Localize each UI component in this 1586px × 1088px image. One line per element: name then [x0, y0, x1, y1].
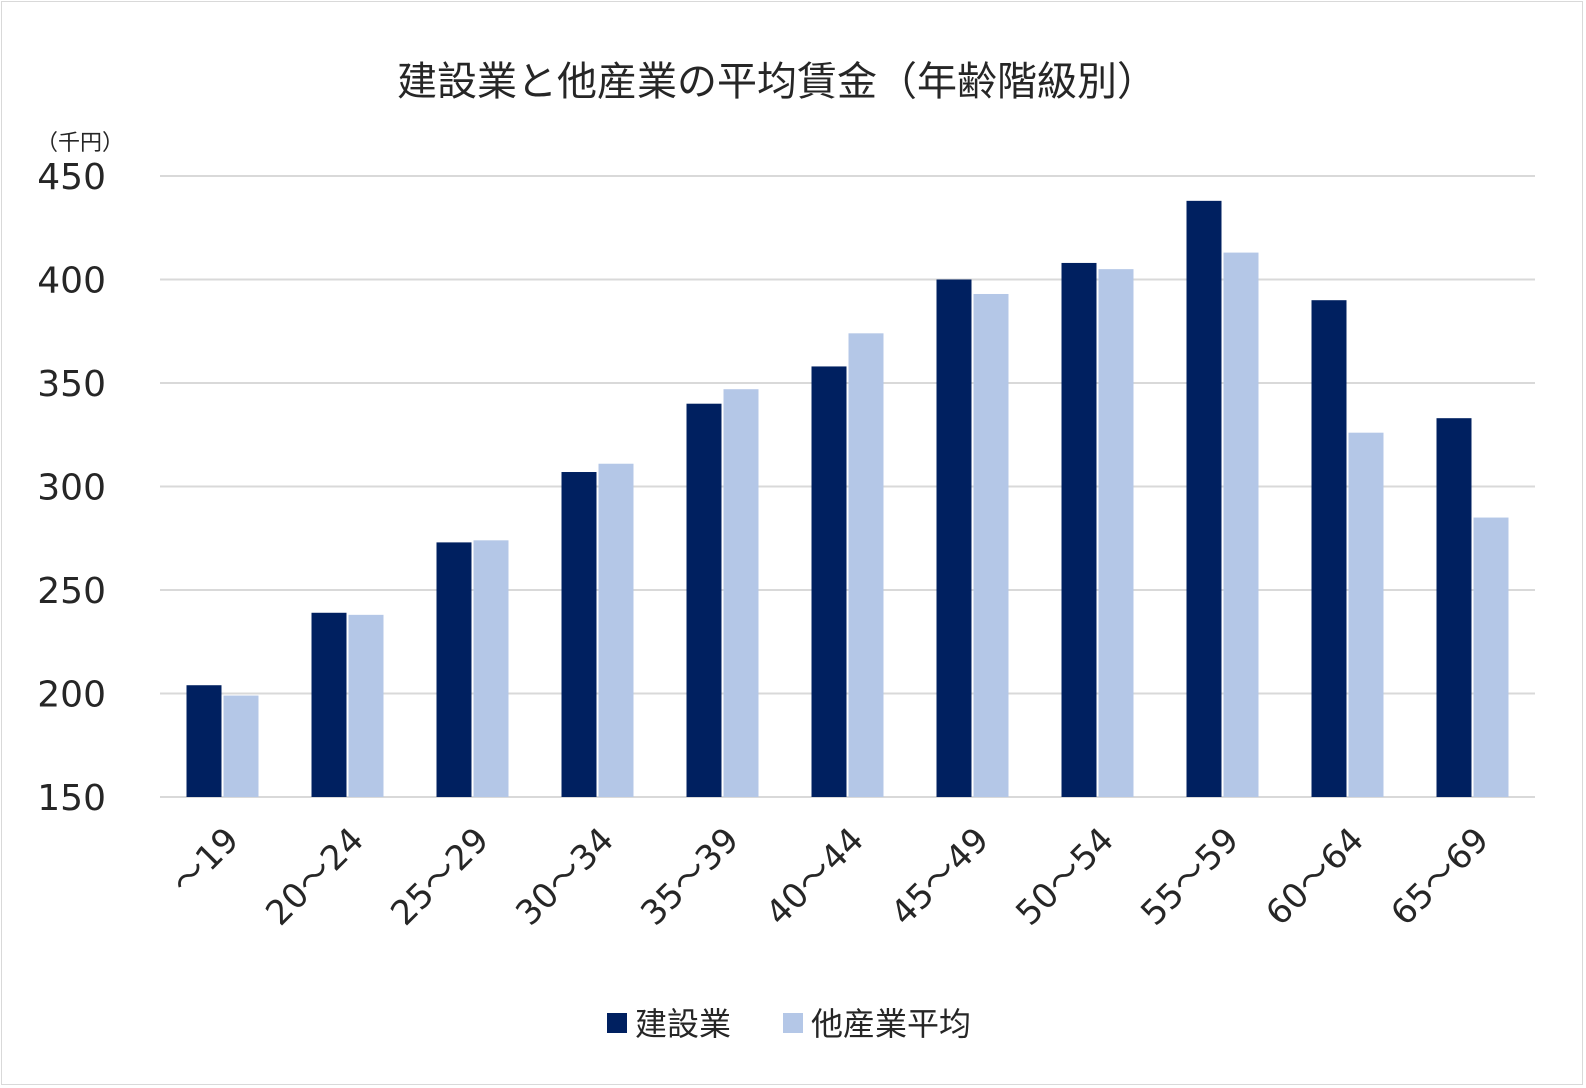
y-tick-label: 150 — [37, 778, 106, 819]
bar-construction — [686, 403, 722, 797]
x-tick-label: 40～44 — [758, 820, 872, 934]
bar-construction — [1186, 200, 1222, 798]
y-tick-label: 350 — [37, 364, 106, 405]
bar-other-industries — [723, 389, 759, 797]
y-tick-label: 450 — [37, 157, 106, 198]
x-tick-label: 45～49 — [883, 820, 997, 934]
y-axis-unit-label: （千円） — [36, 131, 124, 156]
y-tick-label: 300 — [37, 468, 106, 509]
bar-other-industries — [848, 333, 884, 797]
bar-other-industries — [223, 695, 259, 797]
x-tick-label: 20～24 — [258, 820, 372, 934]
x-tick-label: 35～39 — [633, 820, 747, 934]
bar-construction — [1436, 418, 1472, 797]
bar-other-industries — [1223, 252, 1259, 798]
x-tick-label: 50～54 — [1008, 820, 1122, 934]
legend: 建設業 他産業平均 — [607, 1005, 971, 1043]
x-axis-ticks: ～19 20～24 25～29 30～34 35～39 40～44 45～49 50～54 55… — [164, 820, 1497, 934]
y-tick-label: 250 — [37, 571, 106, 612]
bar-construction — [561, 472, 597, 797]
y-tick-label: 400 — [37, 261, 106, 302]
legend-label: 他産業平均 — [811, 1005, 971, 1043]
legend-swatch — [607, 1013, 627, 1033]
bar-construction — [436, 542, 472, 797]
chart-title: 建設業と他産業の平均賃金（年齢階級別） — [397, 59, 1157, 105]
bar-construction — [811, 366, 847, 797]
legend-swatch — [783, 1013, 803, 1033]
bar-other-industries — [1348, 432, 1384, 797]
bar-other-industries — [1473, 517, 1509, 797]
bars — [186, 200, 1509, 798]
x-tick-label: 55～59 — [1133, 820, 1247, 934]
bar-other-industries — [348, 614, 384, 797]
bar-construction — [1061, 262, 1097, 797]
x-tick-label: 25～29 — [383, 820, 497, 934]
x-tick-label: 65～69 — [1383, 820, 1497, 934]
gridlines — [160, 175, 1535, 798]
x-tick-label: 30～34 — [508, 820, 622, 934]
bar-construction — [311, 612, 347, 797]
bar-construction — [936, 279, 972, 797]
bar-construction — [186, 685, 222, 797]
x-tick-label: ～19 — [164, 820, 247, 903]
y-tick-label: 200 — [37, 675, 106, 716]
bar-other-industries — [973, 293, 1009, 797]
bar-other-industries — [598, 463, 634, 797]
bar-construction — [1311, 300, 1347, 797]
x-tick-label: 60～64 — [1258, 820, 1372, 934]
bar-other-industries — [473, 540, 509, 797]
legend-label: 建設業 — [635, 1005, 731, 1043]
y-axis-ticks: 150 200 250 300 350 400 450 — [37, 157, 106, 819]
bar-other-industries — [1098, 269, 1134, 797]
